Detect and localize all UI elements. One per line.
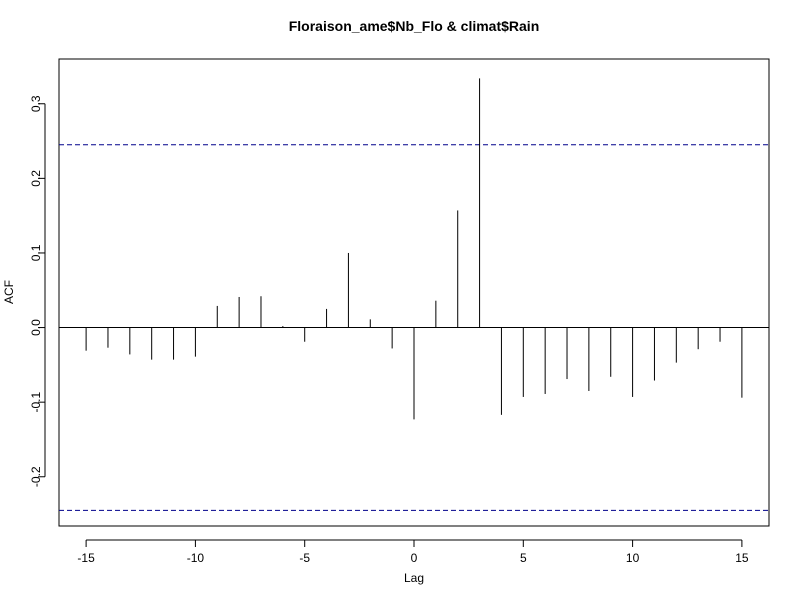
x-axis-label: Lag bbox=[404, 571, 424, 585]
x-tick-label: 15 bbox=[735, 551, 749, 565]
y-tick-label: 0.2 bbox=[29, 170, 43, 187]
x-tick-label: 10 bbox=[626, 551, 640, 565]
y-tick-label: -0.1 bbox=[29, 392, 43, 413]
x-tick-label: -5 bbox=[299, 551, 310, 565]
y-axis-label: ACF bbox=[2, 280, 16, 304]
confidence-band bbox=[59, 144, 769, 511]
x-axis: -15 -10 -5 0 5 10 15 bbox=[77, 539, 749, 565]
plot-frame bbox=[58, 58, 770, 527]
ccf-spikes bbox=[85, 78, 743, 420]
chart-title: Floraison_ame$Nb_Flo & climat$Rain bbox=[289, 18, 540, 34]
y-axis: -0.2 -0.1 0.0 0.1 0.2 0.3 bbox=[29, 95, 46, 487]
x-tick-label: -15 bbox=[77, 551, 95, 565]
y-tick-label: 0.1 bbox=[29, 244, 43, 261]
x-tick-label: -10 bbox=[187, 551, 205, 565]
y-tick-label: -0.2 bbox=[29, 466, 43, 487]
x-tick-label: 0 bbox=[411, 551, 418, 565]
x-tick-label: 5 bbox=[520, 551, 527, 565]
y-tick-label: 0.3 bbox=[29, 95, 43, 112]
y-tick-label: 0.0 bbox=[29, 319, 43, 336]
